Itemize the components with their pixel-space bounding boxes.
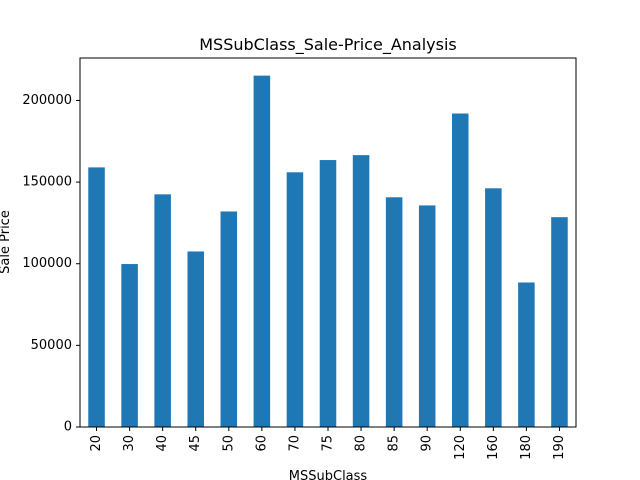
y-tick-label: 100000 xyxy=(22,256,72,271)
x-tick-label: 80 xyxy=(354,435,369,452)
bar-70 xyxy=(286,172,304,427)
y-tick-label: 200000 xyxy=(22,93,72,108)
x-tick-label: 70 xyxy=(287,435,302,452)
x-axis-label: MSSubClass xyxy=(289,469,368,480)
x-tick-label: 180 xyxy=(519,435,534,460)
y-axis-ticks: 0 50000 100000 150000 200000 xyxy=(22,93,80,435)
bar-85 xyxy=(385,197,403,427)
bar-90 xyxy=(418,205,436,427)
y-tick-label: 0 xyxy=(64,420,72,435)
bar-40 xyxy=(154,194,171,427)
x-tick-label: 90 xyxy=(420,435,435,452)
bar-45 xyxy=(187,251,204,427)
x-tick-label: 40 xyxy=(155,435,170,452)
y-tick-label: 150000 xyxy=(22,175,72,190)
x-tick-label: 160 xyxy=(486,435,501,460)
x-tick-label: 60 xyxy=(254,435,269,452)
bar-30 xyxy=(121,264,138,427)
y-tick-label: 50000 xyxy=(31,338,72,353)
bar-20 xyxy=(88,167,105,427)
plot-frame xyxy=(79,57,577,428)
bar-180 xyxy=(518,282,535,427)
bar-75 xyxy=(319,160,337,428)
x-tick-label: 50 xyxy=(221,435,236,452)
bar-190 xyxy=(551,217,568,427)
bar-50 xyxy=(220,211,238,427)
x-tick-label: 85 xyxy=(387,435,402,452)
bar-120 xyxy=(452,113,469,427)
chart-title: MSSubClass_Sale-Price_Analysis xyxy=(199,35,456,55)
bar-80 xyxy=(352,155,370,427)
bars-group xyxy=(88,75,568,428)
x-tick-label: 190 xyxy=(552,435,567,460)
x-axis-ticks: 20 30 40 45 50 60 70 75 80 85 90 120 160 180 190 xyxy=(89,427,567,460)
bar-160 xyxy=(485,188,502,427)
bar-60 xyxy=(253,75,271,427)
x-tick-label: 45 xyxy=(188,435,203,452)
x-tick-label: 20 xyxy=(89,435,104,452)
x-tick-label: 75 xyxy=(321,435,336,452)
x-tick-label: 30 xyxy=(122,435,137,452)
y-axis-label: Sale Price xyxy=(0,210,13,274)
x-tick-label: 120 xyxy=(453,435,468,460)
